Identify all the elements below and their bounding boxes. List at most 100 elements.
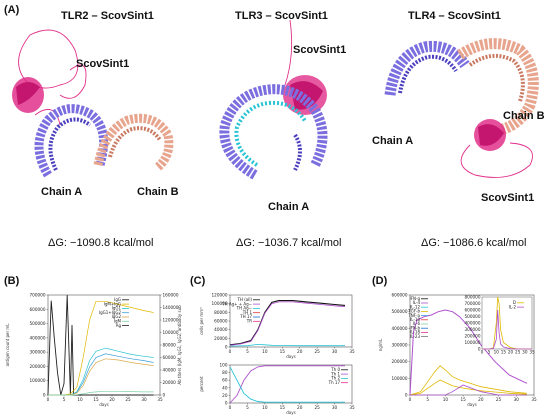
- legend-entry: TH 17: [239, 314, 252, 319]
- y-tick-label: 100000: [392, 376, 408, 381]
- y-tick-label: 60: [222, 378, 228, 383]
- x-tick-label: 35: [531, 397, 537, 402]
- series-line: [409, 379, 527, 396]
- y-axis-title: antigen count per mL: [5, 323, 10, 367]
- y-tick-label: 0: [405, 393, 408, 398]
- inset-y-tick-label: 100000: [465, 340, 481, 345]
- plot-frame: [229, 364, 353, 404]
- inset-x-tick-label: 35: [529, 350, 535, 355]
- x-tick-label: 5: [63, 397, 66, 402]
- tlr4-ligand-label: ScovSint1: [481, 192, 535, 204]
- tlr2-ligand-label: ScovSint1: [76, 58, 130, 70]
- x-tick-label: 15: [280, 349, 286, 354]
- tlr4-chain-a-label: Chain A: [372, 135, 414, 147]
- x-tick-label: 10: [443, 397, 449, 402]
- inset-legend-entry: D: [513, 300, 516, 305]
- y-axis-title: ng/mL: [378, 338, 383, 351]
- legend-entry: IgG: [114, 297, 121, 302]
- tlr4-delta-g: ΔG: −1086.6 kcal/mol: [421, 237, 527, 249]
- inset-x-tick-label: 5: [488, 350, 491, 355]
- tlr3-delta-g: ΔG: −1036.7 kcal/mol: [236, 237, 342, 249]
- x-tick-label: 30: [141, 397, 147, 402]
- chart-b-antibody-titers: 0 5 10 15 20 25 30 3501000002000003000004000005…: [5, 293, 182, 408]
- y-tick-label: 0: [225, 345, 228, 350]
- y-tick-label: 120000: [212, 293, 228, 298]
- y-tick-label: 300000: [392, 343, 408, 348]
- series-line: [229, 365, 345, 404]
- y-tick-label: 200000: [30, 364, 46, 369]
- inset-x-tick-label: 15: [501, 350, 507, 355]
- x-tick-label: 15: [460, 397, 466, 402]
- series-line: [409, 365, 527, 396]
- y2-tick-label: 80000: [163, 343, 177, 348]
- legend-entry: IgM+IgG: [104, 301, 121, 306]
- inset-x-tick-label: 30: [522, 350, 528, 355]
- x-tick-label: 20: [297, 349, 303, 354]
- legend-entry: IL-4: [413, 300, 421, 305]
- inset-y-tick-label: 200000: [465, 334, 481, 339]
- legend-entry: Th 17: [328, 380, 341, 385]
- legend-entry: TGF-b: [407, 309, 420, 314]
- chart-d-cytokines: 0 5 10 15 20 25 30 3501000002000003000004000005…: [378, 293, 537, 408]
- x-tick-label: 0: [409, 397, 412, 402]
- y-tick-label: 500000: [392, 309, 408, 314]
- panel-label-a: (A): [4, 4, 20, 16]
- x-tick-label: 35: [157, 397, 163, 402]
- series-line: [48, 390, 154, 396]
- y2-tick-label: 160000: [163, 293, 179, 298]
- y-tick-label: 600000: [392, 293, 408, 298]
- legend-entry: Th 0: [330, 367, 340, 372]
- legend-entry: IL-6: [413, 321, 421, 326]
- y-tick-label: 500000: [30, 321, 46, 326]
- tlr3-chain-a-label: Chain A: [268, 201, 310, 213]
- x-tick-label: 30: [332, 349, 338, 354]
- tlr2-chain-b-label: Chain B: [137, 186, 179, 198]
- inset-x-tick-label: 10: [494, 350, 500, 355]
- x-tick-label: 10: [262, 349, 268, 354]
- tlr4-title: TLR4 – ScovSint1: [408, 10, 501, 22]
- y-tick-label: 40: [222, 385, 228, 390]
- y-tick-label: 400000: [30, 335, 46, 340]
- series-line: [409, 309, 528, 396]
- series-line: [48, 347, 154, 396]
- legend-entry: IgM: [114, 319, 122, 324]
- x-tick-label: 0: [47, 397, 50, 402]
- tlr2-title: TLR2 – ScovSint1: [61, 10, 154, 22]
- tlr2-delta-g: ΔG: −1090.8 kcal/mol: [48, 237, 154, 249]
- legend-entry: TH Ag+ + Ag−: [221, 301, 252, 306]
- y-tick-label: 700000: [30, 293, 46, 298]
- y-tick-label: 40000: [214, 327, 228, 332]
- legend-entry: IL-12: [410, 304, 420, 309]
- y-tick-label: 80000: [214, 310, 228, 315]
- legend-entry: IL-18: [410, 330, 420, 335]
- x-tick-label: 10: [262, 405, 268, 410]
- x-tick-label: 25: [314, 405, 320, 410]
- x-axis-title: days: [286, 410, 295, 415]
- panel-label-d: (D): [372, 275, 388, 287]
- tlr4-structure-image: [384, 38, 539, 178]
- x-tick-label: 20: [297, 405, 303, 410]
- y2-tick-label: 40000: [163, 368, 177, 373]
- x-tick-label: 35: [349, 405, 355, 410]
- legend-entry: IL-23: [410, 334, 420, 339]
- legend-entry: Th 2: [330, 376, 340, 381]
- inset-y-tick-label: 500000: [465, 314, 481, 319]
- y2-tick-label: 120000: [163, 318, 179, 323]
- x-tick-label: 30: [332, 405, 338, 410]
- y-axis-title: percent: [199, 376, 204, 392]
- series-line: [48, 353, 154, 396]
- series-line: [229, 343, 345, 347]
- tlr2-chain-a-label: Chain A: [41, 186, 83, 198]
- inset-frame: [481, 296, 533, 350]
- legend-entry: TH Ag−: [236, 306, 252, 311]
- y-tick-label: 200000: [392, 359, 408, 364]
- legend-entry: IgG2: [112, 314, 122, 319]
- y2-axis-title: Ab titers (IgM, IgG1, IgG2, antibody sub: [177, 305, 182, 385]
- x-tick-label: 25: [125, 397, 131, 402]
- x-tick-label: 0: [229, 405, 232, 410]
- y-axis-title: cells per mm³: [199, 307, 204, 335]
- legend-entry: IgG1: [112, 306, 122, 311]
- y2-tick-label: 0: [163, 393, 166, 398]
- series-line: [229, 301, 346, 346]
- x-tick-label: 0: [229, 349, 232, 354]
